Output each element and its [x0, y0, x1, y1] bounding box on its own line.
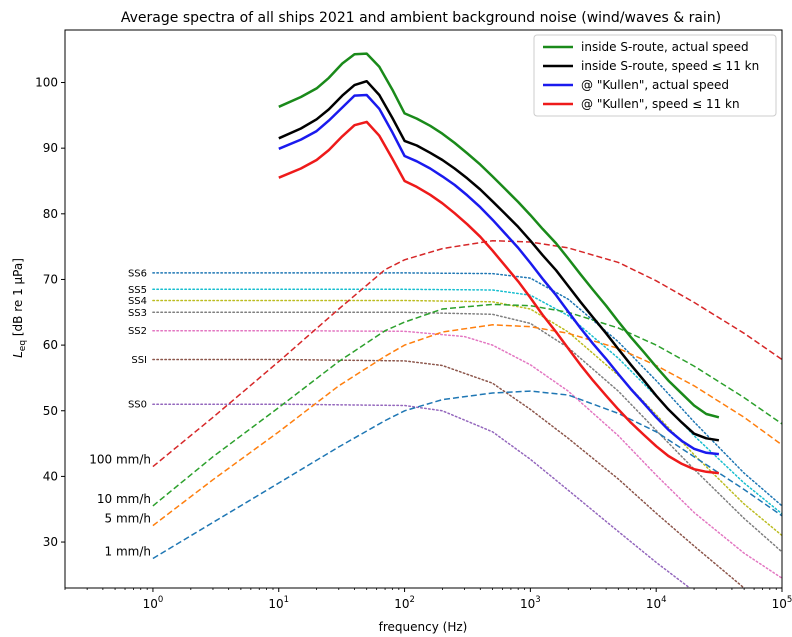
ship-line-kullen-speed-11-kn — [278, 120, 720, 475]
x-tick-label: 104 — [646, 595, 667, 611]
sea-state-label-ss5: SS5 — [128, 285, 147, 296]
rain-label-100-mm-h: 100 mm/h — [89, 453, 151, 467]
ship-line-inside-s-route-actual-speed — [278, 52, 720, 419]
x-axis: 100 101 102 103 104 105 — [64, 588, 792, 611]
y-axis-label-unit: [dB re 1 μPa] — [11, 258, 25, 340]
y-tick-label: 100 — [35, 76, 58, 90]
rain-line-5-mm-h — [152, 324, 782, 527]
y-tick-label: 50 — [43, 404, 58, 418]
rain-line-10-mm-h — [152, 303, 782, 507]
rain-line-100-mm-h — [152, 239, 782, 468]
y-tick-label: 80 — [43, 207, 58, 221]
legend-label-inside-s-route-actual-speed: inside S-route, actual speed — [581, 40, 749, 54]
legend-label-kullen-speed-11-kn: @ "Kullen", speed ≤ 11 kn — [581, 97, 740, 111]
legend-box — [533, 34, 777, 117]
rain-label-5-mm-h: 5 mm/h — [105, 512, 151, 526]
sea-state-label-ss0: SS0 — [128, 400, 147, 411]
legend: inside S-route, actual speed inside S-rou… — [533, 34, 777, 117]
sea-state-line-ss3 — [152, 311, 782, 553]
sea-state-line-ss2 — [152, 329, 782, 579]
sea-state-label-ss2: SS2 — [128, 326, 147, 337]
y-axis-label: Leq [dB re 1 μPa] — [11, 258, 28, 358]
x-tick-label: 101 — [268, 595, 289, 611]
y-tick-label: 60 — [43, 338, 58, 352]
sea-state-line-ssi — [152, 358, 745, 588]
ship-line-kullen-actual-speed — [278, 93, 720, 456]
chart-title: Average spectra of all ships 2021 and am… — [121, 10, 721, 26]
y-axis-label-main: L — [11, 351, 25, 358]
sea-state-label-ss3: SS3 — [128, 308, 147, 319]
x-axis-label: frequency (Hz) — [379, 620, 468, 634]
plot-area — [152, 52, 782, 588]
x-tick-label: 103 — [520, 595, 541, 611]
legend-label-inside-s-route-speed-11-kn: inside S-route, speed ≤ 11 kn — [581, 59, 759, 73]
x-tick-label: 100 — [143, 595, 164, 611]
rain-line-1-mm-h — [152, 390, 782, 560]
rain-label-1-mm-h: 1 mm/h — [105, 545, 151, 559]
sea-state-label-ssi: SSI — [131, 355, 147, 366]
y-axis-label-sub: eq — [18, 340, 28, 351]
plot-frame — [64, 29, 783, 589]
y-tick-label: 90 — [43, 141, 58, 155]
sea-state-line-ss5 — [152, 288, 782, 515]
sea-state-line-ss4 — [152, 299, 782, 537]
y-tick-label: 30 — [43, 535, 58, 549]
sea-state-line-ss0 — [152, 403, 692, 588]
x-tick-label: 102 — [394, 595, 415, 611]
x-tick-label: 105 — [772, 595, 792, 611]
sea-state-label-ss4: SS4 — [128, 296, 147, 307]
sea-state-line-ss6 — [152, 272, 782, 507]
legend-label-kullen-actual-speed: @ "Kullen", actual speed — [581, 78, 729, 92]
rain-label-10-mm-h: 10 mm/h — [97, 492, 151, 506]
y-axis: 30 40 50 60 70 80 90 100 — [35, 76, 65, 549]
ship-line-inside-s-route-speed-11-kn — [278, 79, 720, 442]
y-tick-label: 40 — [43, 469, 58, 483]
y-tick-label: 70 — [43, 272, 58, 286]
sea-state-label-ss6: SS6 — [128, 268, 147, 279]
